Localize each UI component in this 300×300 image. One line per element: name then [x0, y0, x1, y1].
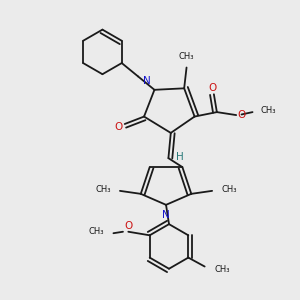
Text: O: O	[238, 110, 246, 120]
Text: CH₃: CH₃	[179, 52, 194, 61]
Text: O: O	[208, 83, 217, 93]
Text: CH₃: CH₃	[214, 265, 230, 274]
Text: CH₃: CH₃	[95, 185, 111, 194]
Text: O: O	[114, 122, 122, 132]
Text: N: N	[162, 210, 170, 220]
Text: CH₃: CH₃	[88, 227, 104, 236]
Text: CH₃: CH₃	[221, 185, 236, 194]
Text: CH₃: CH₃	[261, 106, 276, 115]
Text: N: N	[143, 76, 151, 86]
Text: H: H	[176, 152, 184, 162]
Text: O: O	[124, 221, 132, 231]
